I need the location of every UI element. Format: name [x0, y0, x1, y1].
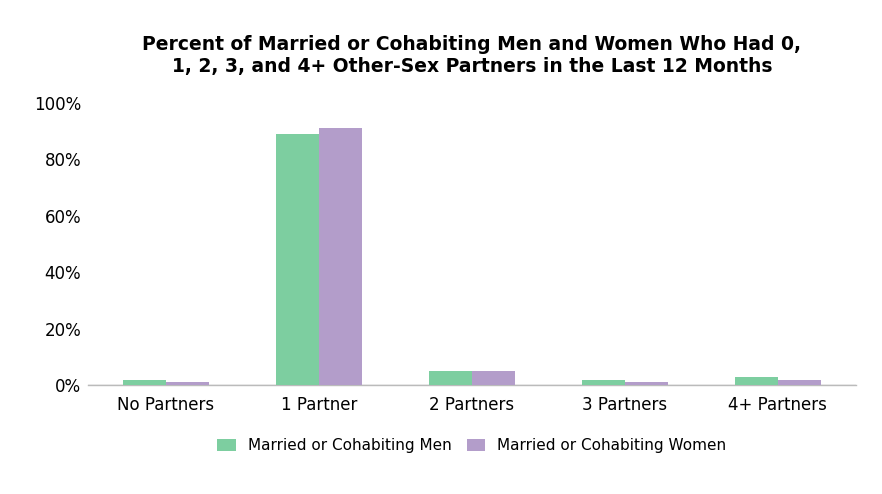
Bar: [472, 371, 515, 385]
Bar: [276, 134, 319, 385]
Bar: [429, 371, 472, 385]
Bar: [123, 380, 166, 385]
Bar: [778, 380, 820, 385]
Bar: [582, 380, 624, 385]
Legend: Married or Cohabiting Men, Married or Cohabiting Women: Married or Cohabiting Men, Married or Co…: [210, 430, 734, 461]
Bar: [624, 382, 668, 385]
Bar: [166, 382, 209, 385]
Title: Percent of Married or Cohabiting Men and Women Who Had 0,
1, 2, 3, and 4+ Other-: Percent of Married or Cohabiting Men and…: [142, 35, 802, 76]
Bar: [735, 377, 778, 385]
Bar: [319, 128, 362, 385]
